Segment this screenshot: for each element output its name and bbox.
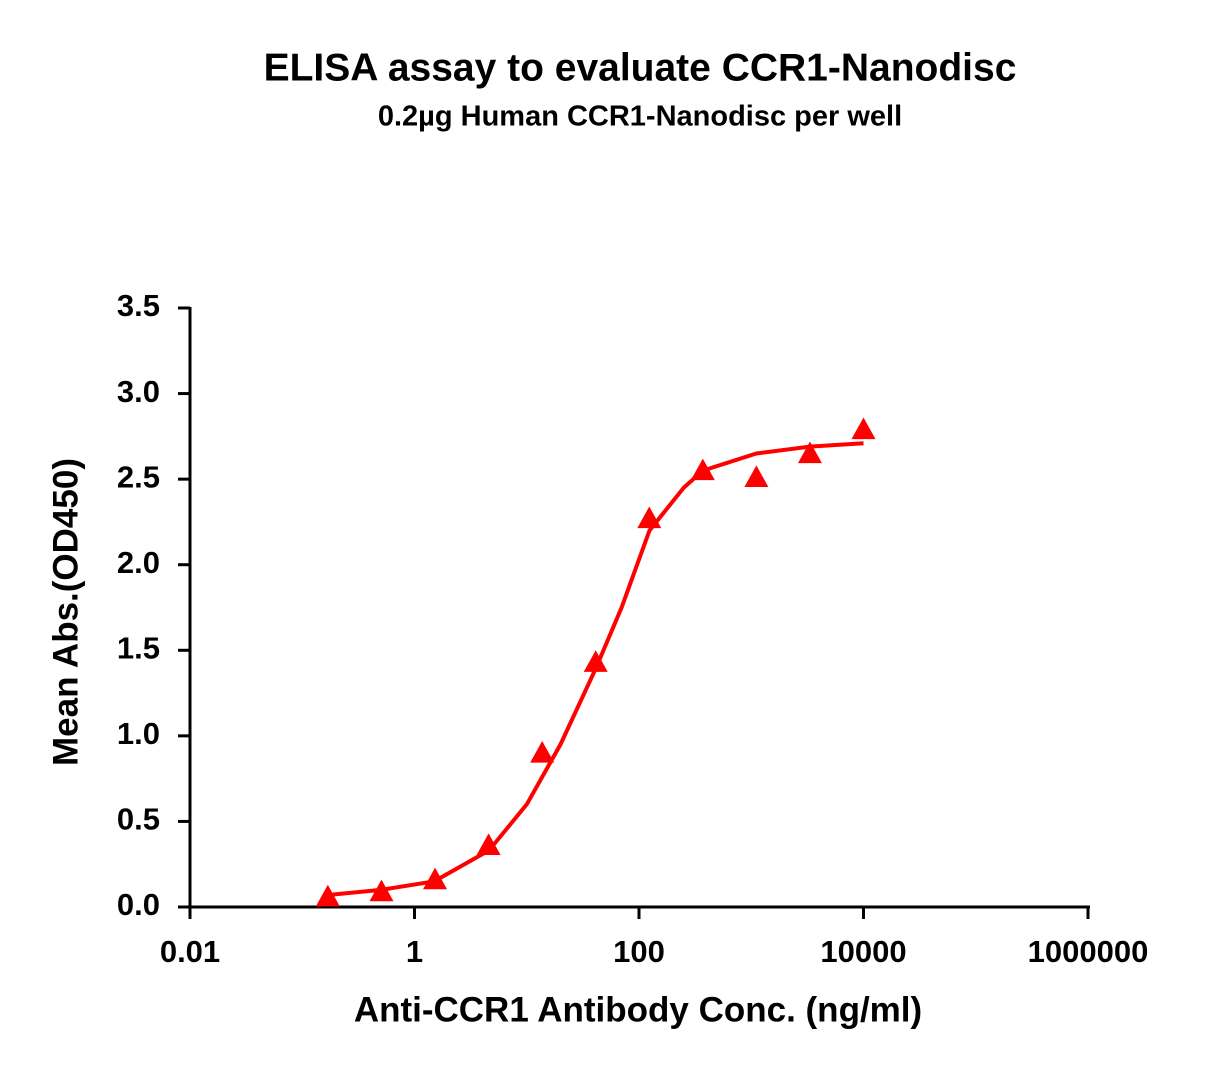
chart-title: ELISA assay to evaluate CCR1-Nanodisc	[264, 46, 1017, 89]
y-tick-label: 2.0	[117, 545, 160, 580]
y-tick-label: 3.5	[117, 288, 160, 323]
data-point	[476, 833, 501, 855]
data-point	[851, 417, 876, 440]
y-tick-label: 3.0	[117, 374, 160, 409]
y-tick-label: 0.0	[117, 887, 160, 922]
x-axis-label: Anti-CCR1 Antibody Conc. (ng/ml)	[354, 990, 922, 1029]
x-tick-label: 1000000	[1028, 934, 1149, 969]
chart-subtitle: 0.2µg Human CCR1-Nanodisc per well	[378, 101, 902, 133]
y-tick-label: 1.0	[117, 716, 160, 751]
fit-curve	[327, 441, 864, 897]
data-point	[583, 650, 608, 672]
data-point	[530, 740, 555, 763]
y-tick-label: 2.5	[117, 459, 160, 494]
y-tick-label: 0.5	[117, 802, 160, 837]
y-axis-label: Mean Abs.(OD450)	[46, 458, 85, 766]
x-tick-label: 1	[406, 934, 423, 969]
data-point	[797, 441, 822, 464]
data-point	[744, 465, 769, 488]
y-tick-label: 1.5	[117, 630, 160, 665]
data-point	[315, 884, 340, 907]
x-tick-label: 10000	[820, 934, 906, 969]
x-tick-label: 100	[613, 934, 665, 969]
x-tick-label: 0.01	[160, 934, 220, 969]
